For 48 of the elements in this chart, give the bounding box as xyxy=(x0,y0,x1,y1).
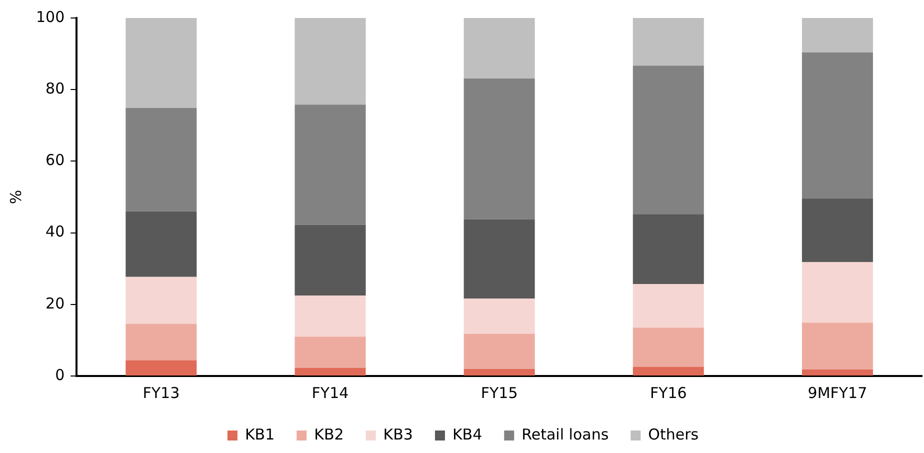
bar xyxy=(464,219,535,299)
x-tick-label: FY16 xyxy=(650,384,687,402)
y-tick-label: 60 xyxy=(46,151,65,170)
bar xyxy=(294,224,366,296)
bar xyxy=(126,211,197,277)
legend-label: Retail loans xyxy=(522,425,609,444)
bar xyxy=(802,262,873,323)
y-tick-label: 80 xyxy=(46,79,65,98)
bar xyxy=(294,336,366,368)
bar xyxy=(294,18,366,105)
bar xyxy=(632,366,704,376)
bar xyxy=(802,322,873,370)
bar xyxy=(126,18,197,108)
bar xyxy=(464,334,535,369)
bar xyxy=(126,360,197,376)
bar xyxy=(464,298,535,334)
y-tick-label: 20 xyxy=(46,294,65,312)
y-axis-title: % xyxy=(6,190,25,204)
bar xyxy=(632,284,704,328)
bar xyxy=(632,328,704,367)
legend-label: KB2 xyxy=(314,425,344,444)
bar xyxy=(632,18,704,66)
bar xyxy=(464,18,535,78)
bar xyxy=(126,108,197,212)
bar xyxy=(294,104,366,225)
bar xyxy=(126,324,197,360)
bar xyxy=(294,295,366,337)
bar xyxy=(294,368,366,376)
bar xyxy=(802,370,873,376)
y-tick-label: 100 xyxy=(36,8,65,26)
x-tick-label: FY13 xyxy=(142,384,180,402)
x-tick-label: 9MFY17 xyxy=(808,384,868,402)
y-tick-label: 40 xyxy=(46,222,65,241)
bar xyxy=(632,66,704,214)
bar xyxy=(802,18,873,52)
y-tick-label: 0 xyxy=(55,366,65,384)
legend-label: KB4 xyxy=(452,425,482,444)
x-tick-label: FY14 xyxy=(312,384,349,402)
legend-label: KB1 xyxy=(244,425,275,444)
bar xyxy=(632,214,704,284)
legend-label: Others xyxy=(648,425,699,444)
bar xyxy=(126,276,197,324)
legend-label: KB3 xyxy=(383,425,413,444)
bar xyxy=(464,368,535,376)
bar xyxy=(802,198,873,262)
bar xyxy=(464,78,535,220)
bar xyxy=(802,52,873,198)
x-tick-label: FY15 xyxy=(480,384,518,402)
